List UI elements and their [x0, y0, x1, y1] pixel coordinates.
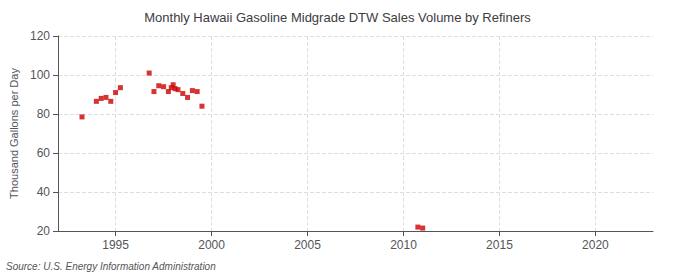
- svg-text:120: 120: [30, 29, 50, 43]
- svg-text:Thousand Gallons per Day: Thousand Gallons per Day: [8, 68, 20, 199]
- svg-text:100: 100: [30, 68, 50, 82]
- svg-text:40: 40: [37, 185, 51, 199]
- svg-text:2020: 2020: [582, 238, 609, 252]
- svg-text:80: 80: [37, 107, 51, 121]
- svg-text:1995: 1995: [102, 238, 129, 252]
- svg-text:Source: U.S. Energy Informatio: Source: U.S. Energy Information Administ…: [6, 261, 216, 272]
- svg-text:60: 60: [37, 146, 51, 160]
- svg-text:2000: 2000: [198, 238, 225, 252]
- svg-text:Monthly Hawaii Gasoline Midgra: Monthly Hawaii Gasoline Midgrade DTW Sal…: [144, 10, 531, 25]
- svg-text:2005: 2005: [294, 238, 321, 252]
- svg-text:20: 20: [37, 224, 51, 238]
- svg-text:2015: 2015: [486, 238, 513, 252]
- svg-text:2010: 2010: [390, 238, 417, 252]
